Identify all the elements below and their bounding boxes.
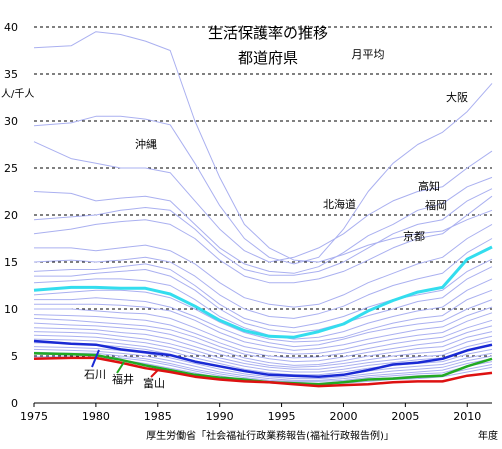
background-series-line [33, 195, 493, 284]
background-series-line [33, 314, 493, 359]
y-tick-label: 30 [4, 115, 18, 128]
y-axis-label: 人/千人 [1, 88, 34, 100]
annotation-ishikawa: 石川 [84, 368, 106, 381]
background-series-line [33, 31, 493, 263]
background-series-line [33, 83, 493, 265]
tick-labels-layer: 0 5 10 15 20 25 30 35 40 1975 1980 1985 1990 1995 2000… [4, 21, 481, 423]
y-tick-label: 35 [4, 68, 18, 81]
highlighted-series-line [33, 339, 493, 378]
annotation-fukuoka: 福岡 [425, 198, 447, 212]
background-series-line [33, 351, 493, 382]
background-series-line [33, 176, 493, 274]
background-series-line [33, 188, 493, 276]
background-series-line [33, 238, 493, 319]
annotation-kyoto: 京都 [403, 229, 425, 243]
background-series-line [33, 317, 493, 363]
y-tick-label: 10 [4, 303, 18, 316]
pointer-ishikawa [91, 349, 100, 368]
background-series-line [33, 289, 493, 343]
x-tick-label: 2010 [453, 410, 481, 423]
background-series-line [33, 258, 493, 329]
background-series-line [34, 303, 493, 351]
background-series-line [33, 327, 493, 368]
y-tick-label: 25 [4, 162, 18, 175]
background-series-line [34, 297, 493, 348]
x-tick-label: 2000 [329, 410, 357, 423]
annotation-kochi: 高知 [418, 179, 440, 193]
period-label: 月平均 [352, 48, 385, 61]
chart-title: 生活保護率の推移 [208, 24, 328, 42]
y-tick-label: 40 [4, 21, 18, 34]
chart-subtitle: 都道府県 [238, 49, 298, 67]
background-series-line [34, 266, 493, 333]
background-series-line [33, 334, 493, 373]
background-series-line [34, 308, 493, 355]
x-tick-label: 1975 [20, 410, 48, 423]
x-tick-label: 1995 [268, 410, 296, 423]
highlighted-series-layer [33, 245, 493, 388]
annotation-layer: 生活保護率の推移 都道府県 月平均 人/千人 年度 厚生労働省「社会福祉行政業務… [1, 24, 498, 442]
x-axis-label: 年度 [478, 429, 498, 442]
background-series-line [34, 223, 493, 308]
y-tick-label: 0 [11, 397, 18, 410]
x-tick-label: 1990 [206, 410, 234, 423]
annotation-hokkaido: 北海道 [323, 197, 356, 211]
background-series-line [33, 348, 493, 381]
highlighted-series-line [33, 356, 493, 388]
pointer-fukui [116, 361, 125, 374]
x-tick-label: 1980 [82, 410, 110, 423]
source-note: 厚生労働省「社会福祉行政業務報告(福祉行政報告例)」 [146, 429, 394, 442]
y-tick-label: 20 [4, 209, 18, 222]
annotation-osaka: 大阪 [446, 90, 468, 104]
background-series-line [33, 322, 493, 366]
x-tick-label: 1985 [144, 410, 172, 423]
y-tick-label: 5 [11, 350, 18, 363]
background-series-line [33, 141, 493, 263]
x-tick-label: 2005 [391, 410, 419, 423]
pointer-toyama [150, 369, 159, 378]
grid-layer [34, 26, 492, 357]
axes-layer [33, 402, 492, 407]
highlighted-series-line [33, 245, 493, 339]
y-tick-label: 15 [4, 256, 18, 269]
annotation-okinawa: 沖縄 [135, 137, 157, 151]
annotation-fukui: 福井 [112, 372, 134, 386]
background-series-line [33, 331, 493, 370]
annotation-toyama: 富山 [143, 376, 165, 390]
